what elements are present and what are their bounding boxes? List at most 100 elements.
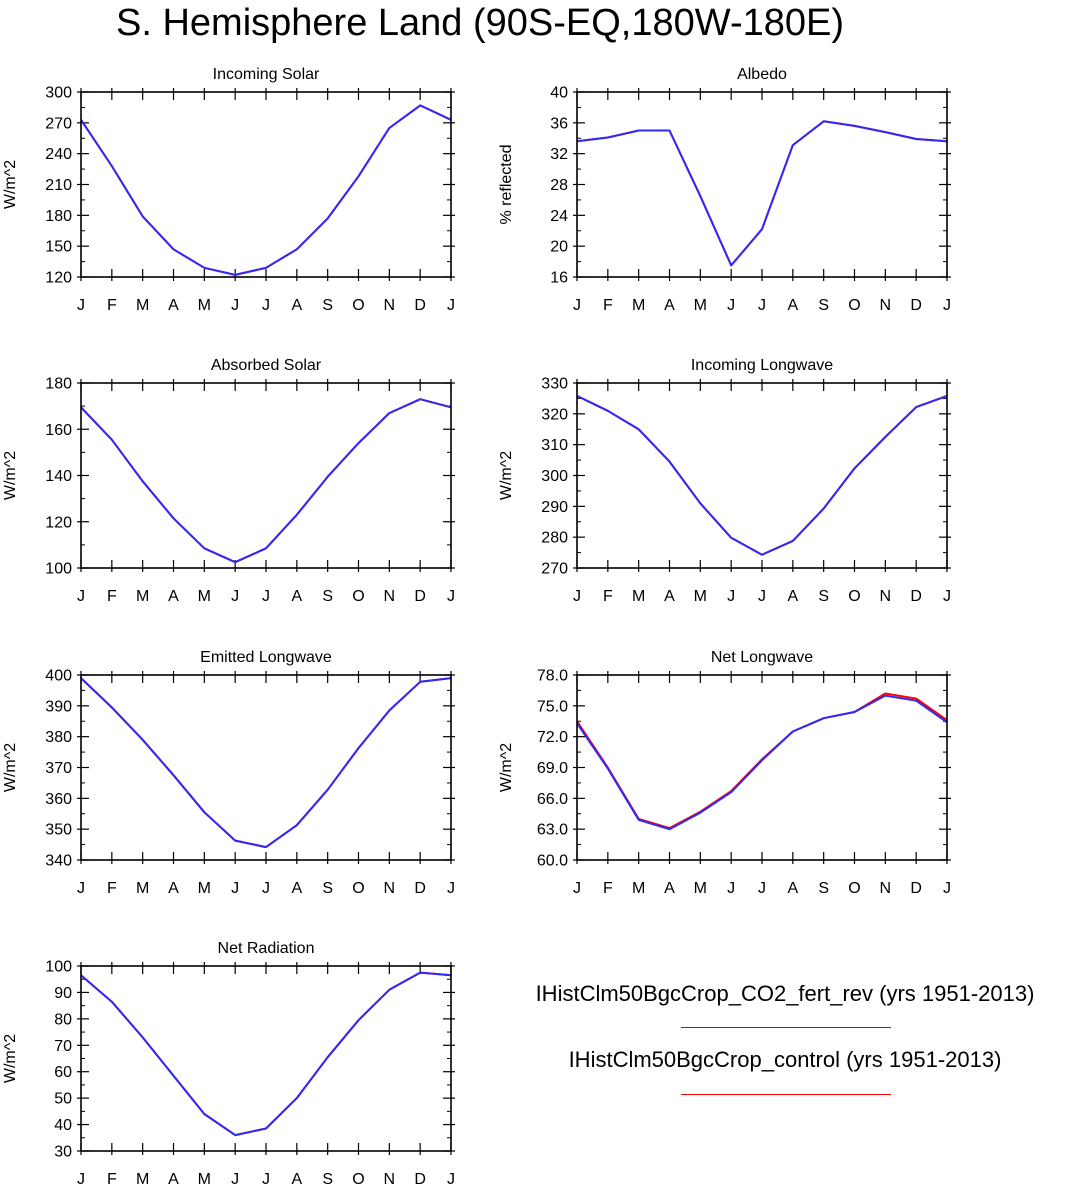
absorbed-solar-xtick-label: J — [262, 588, 270, 605]
albedo-title: Albedo — [737, 66, 787, 83]
absorbed-solar-xtick-label: J — [231, 588, 239, 605]
absorbed-solar-ytick-label: 100 — [45, 561, 72, 578]
incoming-solar-ytick-label: 300 — [45, 85, 72, 102]
net-radiation-xtick-label: D — [414, 1171, 426, 1187]
absorbed-solar-xtick-label: M — [198, 588, 211, 605]
absorbed-solar-xtick-label: A — [291, 588, 302, 605]
incoming-longwave-xtick-label: J — [758, 588, 766, 605]
net-radiation-xtick-label: F — [107, 1171, 117, 1187]
incoming-longwave-ytick-label: 280 — [541, 530, 568, 547]
net-radiation-xtick-label: J — [447, 1171, 455, 1187]
net-longwave-ytick-label: 78.0 — [537, 668, 568, 685]
incoming-longwave-xtick-label: N — [880, 588, 892, 605]
albedo-ytick-label: 24 — [550, 208, 568, 225]
net-radiation-xtick-label: J — [262, 1171, 270, 1187]
legend-line-series-a — [681, 1027, 891, 1028]
emitted-longwave-xtick-label: J — [262, 880, 270, 897]
albedo-frame — [576, 91, 948, 278]
absorbed-solar-series-a-line — [80, 398, 452, 564]
absorbed-solar-xtick-label: J — [447, 588, 455, 605]
albedo-series-a-line — [576, 120, 948, 267]
albedo-ytick-label: 32 — [550, 146, 568, 163]
net-longwave-xtick-label: J — [758, 880, 766, 897]
net-longwave-panel: Net Longwave W/m^2 60.0 63.0 66.0 69.0 72.0 75.… — [498, 649, 951, 897]
albedo-ytick-label: 36 — [550, 115, 568, 132]
net-radiation-xtick-label: A — [291, 1171, 302, 1187]
incoming-longwave-xtick-label: J — [943, 588, 951, 605]
incoming-longwave-xtick-label: D — [910, 588, 922, 605]
net-longwave-xtick-label: N — [880, 880, 892, 897]
emitted-longwave-xtick-label: A — [291, 880, 302, 897]
incoming-solar-ylabel: W/m^2 — [2, 160, 19, 209]
incoming-longwave-xtick-label: A — [664, 588, 675, 605]
albedo-xtick-label: D — [910, 297, 922, 314]
emitted-longwave-xtick-label: M — [136, 880, 149, 897]
incoming-solar-xtick-label: A — [168, 297, 179, 314]
net-radiation-xtick-label: J — [77, 1171, 85, 1187]
incoming-solar-ytick-label: 210 — [45, 177, 72, 194]
emitted-longwave-ytick-label: 400 — [45, 668, 72, 685]
incoming-solar-xtick-label: N — [384, 297, 396, 314]
legend-entry-series-a: IHistClm50BgcCrop_CO2_fert_rev (yrs 1951… — [535, 981, 1035, 1006]
emitted-longwave-xtick-label: S — [322, 880, 333, 897]
absorbed-solar-panel: Absorbed Solar W/m^2 100 120 140 160 180 J F M A M J… — [2, 357, 455, 605]
incoming-solar-title: Incoming Solar — [213, 66, 320, 83]
net-radiation-xtick-label: M — [198, 1171, 211, 1187]
absorbed-solar-ylabel: W/m^2 — [2, 451, 19, 500]
albedo-xtick-label: M — [632, 297, 645, 314]
emitted-longwave-ytick-label: 340 — [45, 853, 72, 870]
net-radiation-xtick-label: O — [352, 1171, 364, 1187]
net-radiation-ytick-label: 40 — [54, 1117, 72, 1134]
net-longwave-xtick-label: D — [910, 880, 922, 897]
net-longwave-ytick-label: 69.0 — [537, 760, 568, 777]
incoming-longwave-ytick-label: 270 — [541, 561, 568, 578]
absorbed-solar-ytick-label: 120 — [45, 514, 72, 531]
incoming-longwave-series-b-line — [576, 394, 948, 556]
emitted-longwave-frame — [80, 674, 452, 861]
albedo-panel: Albedo % reflected 16 20 24 28 32 36 40 J F M A M J J A S… — [498, 66, 951, 314]
emitted-longwave-ytick-label: 380 — [45, 729, 72, 746]
incoming-longwave-xtick-label: M — [632, 588, 645, 605]
net-longwave-frame — [576, 674, 948, 861]
absorbed-solar-ytick-label: 160 — [45, 422, 72, 439]
albedo-ytick-label: 20 — [550, 239, 568, 256]
absorbed-solar-xtick-label: N — [384, 588, 396, 605]
absorbed-solar-ytick-label: 140 — [45, 468, 72, 485]
net-longwave-xtick-label: J — [727, 880, 735, 897]
net-radiation-ylabel: W/m^2 — [2, 1034, 19, 1083]
emitted-longwave-xtick-label: A — [168, 880, 179, 897]
incoming-longwave-xtick-label: S — [818, 588, 829, 605]
net-longwave-ytick-label: 60.0 — [537, 853, 568, 870]
emitted-longwave-xtick-label: M — [198, 880, 211, 897]
net-radiation-ytick-label: 100 — [45, 959, 72, 976]
net-longwave-xtick-label: M — [694, 880, 707, 897]
incoming-longwave-xtick-label: M — [694, 588, 707, 605]
albedo-ytick-label: 40 — [550, 85, 568, 102]
incoming-solar-xtick-label: O — [352, 297, 364, 314]
net-radiation-title: Net Radiation — [218, 940, 315, 957]
incoming-solar-panel: Incoming Solar W/m^2 120 150 180 210 240 270 300… — [2, 66, 455, 314]
absorbed-solar-xtick-label: O — [352, 588, 364, 605]
net-longwave-ylabel: W/m^2 — [498, 743, 515, 792]
net-longwave-ytick-label: 75.0 — [537, 698, 568, 715]
net-radiation-xtick-label: A — [168, 1171, 179, 1187]
albedo-ytick-label: 16 — [550, 270, 568, 287]
net-longwave-xtick-label: J — [573, 880, 581, 897]
net-radiation-ytick-label: 50 — [54, 1091, 72, 1108]
absorbed-solar-xtick-label: A — [168, 588, 179, 605]
incoming-longwave-frame — [576, 382, 948, 569]
net-longwave-xtick-label: M — [632, 880, 645, 897]
absorbed-solar-title: Absorbed Solar — [211, 357, 322, 374]
absorbed-solar-series-b-line — [80, 398, 452, 564]
net-radiation-ytick-label: 60 — [54, 1064, 72, 1081]
incoming-solar-xtick-label: S — [322, 297, 333, 314]
incoming-longwave-ytick-label: 320 — [541, 406, 568, 423]
incoming-longwave-xtick-label: A — [787, 588, 798, 605]
incoming-longwave-series-a-line — [576, 394, 948, 556]
emitted-longwave-xtick-label: J — [231, 880, 239, 897]
absorbed-solar-frame — [80, 382, 452, 569]
incoming-solar-ytick-label: 270 — [45, 115, 72, 132]
emitted-longwave-ytick-label: 370 — [45, 760, 72, 777]
emitted-longwave-xtick-label: F — [107, 880, 117, 897]
net-radiation-ytick-label: 90 — [54, 985, 72, 1002]
